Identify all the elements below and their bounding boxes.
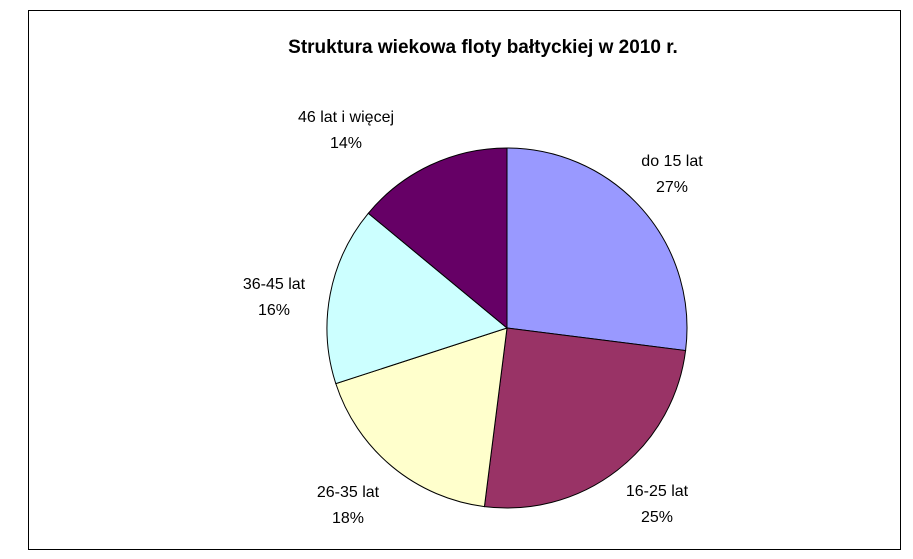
pie-slice bbox=[483, 327, 687, 509]
chart-title: Struktura wiekowa floty bałtyckiej w 201… bbox=[288, 37, 678, 58]
slice-category-label: 46 lat i więcej bbox=[298, 109, 394, 126]
slice-value-label: 16% bbox=[258, 302, 290, 319]
slice-value-label: 14% bbox=[330, 135, 362, 152]
pie-slice bbox=[326, 212, 509, 385]
slice-value-label: 27% bbox=[656, 179, 688, 196]
slice-category-label: do 15 lat bbox=[641, 153, 703, 170]
slice-category-label: 36-45 lat bbox=[243, 276, 306, 293]
slice-value-label: 18% bbox=[332, 510, 364, 527]
slice-category-label: 26-35 lat bbox=[317, 484, 380, 501]
pie-slice bbox=[367, 147, 508, 330]
slice-category-label: 16-25 lat bbox=[626, 483, 689, 500]
pie-slice bbox=[506, 147, 688, 352]
slice-value-label: 25% bbox=[641, 509, 673, 526]
pie-slice bbox=[335, 327, 508, 508]
